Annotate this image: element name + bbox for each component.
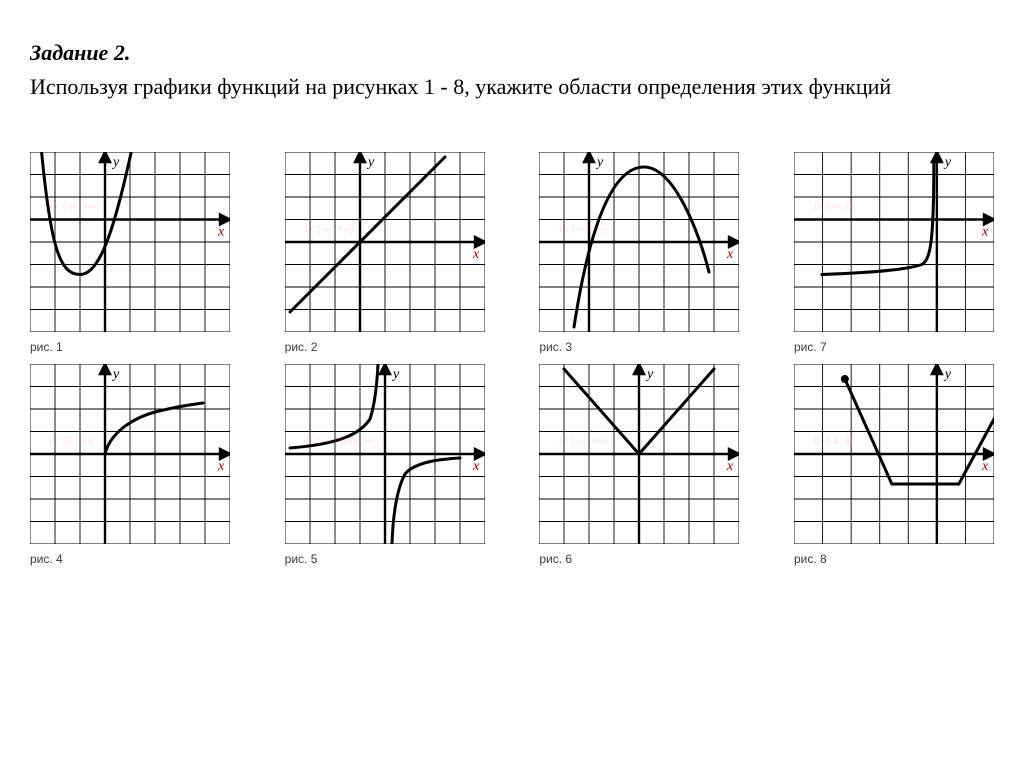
chart-cell: y x D: (-∞; +∞) рис. 6 xyxy=(539,364,739,566)
plot-hyperbola: y x D: (-∞;0)∪(0;+∞) xyxy=(285,364,485,544)
svg-text:y: y xyxy=(943,367,952,382)
svg-text:x: x xyxy=(726,247,734,262)
plot-sqrt: y x D: [0; +∞) xyxy=(30,364,230,544)
charts-grid: y x D: (-∞; +∞) рис. 1 y x D: (-∞; +∞) рис. 2 y x… xyxy=(30,152,994,566)
svg-text:x: x xyxy=(981,224,989,239)
task-title: Задание 2. xyxy=(30,40,994,66)
svg-text:y: y xyxy=(645,367,654,382)
plot-parabola-down: y x D: (-∞; +∞) xyxy=(539,152,739,332)
svg-text:x: x xyxy=(472,459,480,474)
svg-text:y: y xyxy=(595,155,604,170)
chart-caption: рис. 3 xyxy=(539,340,739,354)
svg-text:D: (-∞; 0): D: (-∞; 0) xyxy=(814,201,855,212)
svg-text:y: y xyxy=(111,155,120,170)
svg-text:y: y xyxy=(366,155,375,170)
svg-text:x: x xyxy=(726,459,734,474)
chart-cell: y x D: [-4; 3] рис. 8 xyxy=(794,364,994,566)
svg-text:D: [0; +∞): D: [0; +∞) xyxy=(50,436,93,447)
chart-cell: y x D: (-∞; +∞) рис. 2 xyxy=(285,152,485,354)
svg-text:D: (-∞; +∞): D: (-∞; +∞) xyxy=(305,224,353,235)
svg-text:x: x xyxy=(217,459,225,474)
chart-caption: рис. 2 xyxy=(285,340,485,354)
svg-text:x: x xyxy=(217,224,225,239)
svg-text:D: (-∞; +∞): D: (-∞; +∞) xyxy=(50,201,98,212)
chart-caption: рис. 7 xyxy=(794,340,994,354)
chart-row: y x D: (-∞; +∞) рис. 1 y x D: (-∞; +∞) рис. 2 y x… xyxy=(30,152,994,354)
svg-text:y: y xyxy=(391,367,400,382)
chart-cell: y x D: (-∞; 0) рис. 7 xyxy=(794,152,994,354)
svg-text:D: (-∞;0)∪(0;+∞): D: (-∞;0)∪(0;+∞) xyxy=(305,436,379,447)
chart-row: y x D: [0; +∞) рис. 4 y x D: (-∞;0)∪(0;+∞) рис.… xyxy=(30,364,994,566)
task-prompt: Используя графики функций на рисунках 1 … xyxy=(30,72,994,102)
chart-cell: y x D: (-∞; +∞) рис. 1 xyxy=(30,152,230,354)
svg-text:y: y xyxy=(943,155,952,170)
svg-text:y: y xyxy=(111,367,120,382)
chart-cell: y x D: [0; +∞) рис. 4 xyxy=(30,364,230,566)
svg-text:D: (-∞; +∞): D: (-∞; +∞) xyxy=(559,224,607,235)
chart-caption: рис. 6 xyxy=(539,552,739,566)
chart-caption: рис. 8 xyxy=(794,552,994,566)
svg-text:D: (-∞; +∞): D: (-∞; +∞) xyxy=(559,436,607,447)
chart-caption: рис. 4 xyxy=(30,552,230,566)
svg-text:D: [-4; 3]: D: [-4; 3] xyxy=(814,436,853,447)
plot-abs: y x D: (-∞; +∞) xyxy=(539,364,739,544)
chart-cell: y x D: (-∞;0)∪(0;+∞) рис. 5 xyxy=(285,364,485,566)
plot-line: y x D: (-∞; +∞) xyxy=(285,152,485,332)
chart-caption: рис. 5 xyxy=(285,552,485,566)
chart-cell: y x D: (-∞; +∞) рис. 3 xyxy=(539,152,739,354)
svg-text:x: x xyxy=(472,247,480,262)
plot-piecewise: y x D: [-4; 3] xyxy=(794,364,994,544)
plot-parabola: y x D: (-∞; +∞) xyxy=(30,152,230,332)
svg-text:x: x xyxy=(981,459,989,474)
plot-left-branch: y x D: (-∞; 0) xyxy=(794,152,994,332)
chart-caption: рис. 1 xyxy=(30,340,230,354)
